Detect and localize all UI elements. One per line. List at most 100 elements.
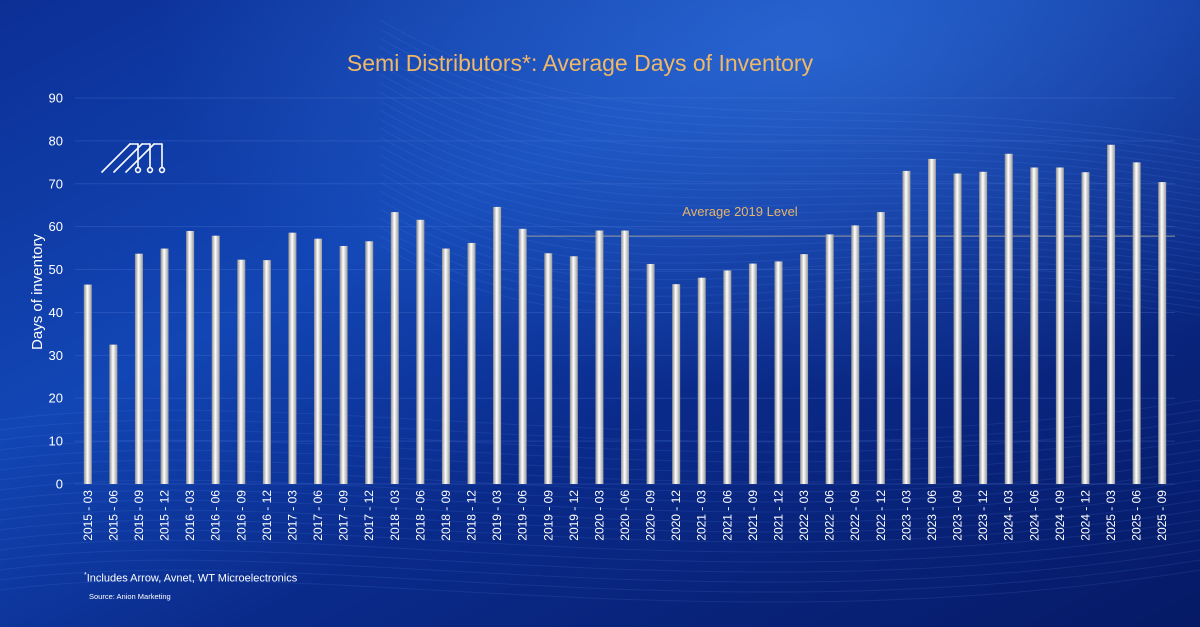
x-tick-label: 2024 - 12 xyxy=(1078,490,1092,541)
x-tick-label: 2022 - 03 xyxy=(797,490,811,541)
x-tick-label: 2025 - 06 xyxy=(1130,490,1144,541)
x-tick-label: 2023 - 06 xyxy=(925,490,939,541)
y-tick-label: 0 xyxy=(56,477,63,492)
bar xyxy=(1158,182,1167,484)
x-tick-label: 2017 - 09 xyxy=(337,490,351,541)
x-tick-label: 2024 - 06 xyxy=(1027,490,1041,541)
bar xyxy=(595,230,604,484)
bar xyxy=(876,212,885,484)
bar xyxy=(211,235,220,484)
x-tick-label: 2020 - 09 xyxy=(644,490,658,541)
y-tick-label: 50 xyxy=(49,262,63,277)
footnote-text: Includes Arrow, Avnet, WT Microelectroni… xyxy=(86,572,298,585)
x-tick-label: 2021 - 03 xyxy=(695,490,709,541)
x-tick-label: 2023 - 12 xyxy=(976,490,990,541)
x-tick-label: 2022 - 09 xyxy=(848,490,862,541)
bar xyxy=(774,261,783,484)
x-tick-label: 2015 - 03 xyxy=(81,490,95,541)
bar xyxy=(1107,144,1116,484)
bar xyxy=(262,260,271,484)
bar xyxy=(288,232,297,484)
x-tick-label: 2020 - 06 xyxy=(618,490,632,541)
source-note: Source: Anion Marketing xyxy=(89,592,171,601)
y-tick-label: 10 xyxy=(49,434,63,449)
x-tick-label: 2015 - 06 xyxy=(106,490,120,541)
x-tick-label: 2020 - 12 xyxy=(669,490,683,541)
y-tick-label: 60 xyxy=(49,219,63,234)
x-tick-label: 2018 - 12 xyxy=(465,490,479,541)
x-tick-label: 2023 - 09 xyxy=(951,490,965,541)
bar xyxy=(365,241,374,484)
x-tick-label: 2025 - 09 xyxy=(1155,490,1169,541)
bar xyxy=(748,263,757,484)
bar xyxy=(697,277,706,484)
x-tick-label: 2019 - 09 xyxy=(541,490,555,541)
bars xyxy=(83,144,1167,485)
bar xyxy=(621,230,629,484)
bar xyxy=(314,238,323,484)
y-tick-label: 20 xyxy=(49,391,63,406)
x-tick-label: 2020 - 03 xyxy=(592,490,606,541)
bar xyxy=(416,219,425,484)
x-tick-label: 2019 - 03 xyxy=(490,490,504,541)
bar xyxy=(544,253,553,484)
anion-marketing-logo-icon xyxy=(101,143,166,174)
bar xyxy=(1004,153,1013,484)
bar xyxy=(467,242,476,484)
bar xyxy=(723,270,732,484)
bar xyxy=(160,248,169,484)
x-tick-label: 2021 - 09 xyxy=(746,490,760,541)
bar xyxy=(569,256,578,484)
x-tick-label: 2022 - 12 xyxy=(874,490,888,541)
x-tick-label: 2017 - 06 xyxy=(311,490,325,541)
y-axis-label: Days of inventory xyxy=(29,234,46,350)
bar xyxy=(1055,167,1064,485)
x-tick-label: 2018 - 09 xyxy=(439,490,453,541)
x-tick-label: 2021 - 12 xyxy=(771,490,785,541)
x-tick-label: 2022 - 06 xyxy=(823,490,837,541)
reference-line-label: Average 2019 Level xyxy=(682,204,798,219)
x-axis-ticks: 2015 - 03 2015 - 06 2015 - 09 2015 - 12 2016… xyxy=(81,490,1169,541)
y-tick-label: 30 xyxy=(49,348,63,363)
x-tick-label: 2016 - 12 xyxy=(260,490,274,541)
bar xyxy=(902,170,911,484)
x-tick-label: 2015 - 09 xyxy=(132,490,146,541)
x-tick-label: 2019 - 12 xyxy=(567,490,581,541)
bar xyxy=(1132,162,1141,485)
bar xyxy=(927,158,936,484)
y-tick-label: 90 xyxy=(49,91,63,106)
bar xyxy=(851,225,860,484)
bar xyxy=(646,263,655,484)
bar xyxy=(441,248,450,484)
bar xyxy=(1081,172,1090,484)
y-tick-label: 40 xyxy=(49,305,63,320)
x-tick-label: 2016 - 09 xyxy=(234,490,248,541)
x-tick-label: 2018 - 03 xyxy=(388,490,402,541)
bar xyxy=(825,234,834,484)
bar xyxy=(186,230,195,484)
bar xyxy=(83,284,92,484)
x-tick-label: 2017 - 03 xyxy=(285,490,299,541)
bar xyxy=(134,253,143,484)
x-tick-label: 2019 - 06 xyxy=(516,490,530,541)
bar xyxy=(979,171,988,484)
x-tick-label: 2024 - 03 xyxy=(1002,490,1016,541)
y-tick-label: 70 xyxy=(49,176,63,191)
bar xyxy=(800,254,809,484)
bar xyxy=(339,245,348,484)
x-tick-label: 2015 - 12 xyxy=(158,490,172,541)
chart-title: Semi Distributors*: Average Days of Inve… xyxy=(347,50,814,76)
bar xyxy=(1030,167,1039,485)
reference-line-group: Average 2019 Level xyxy=(522,204,1175,237)
x-tick-label: 2023 - 03 xyxy=(899,490,913,541)
x-tick-label: 2018 - 06 xyxy=(413,490,427,541)
bar xyxy=(390,212,399,484)
bar xyxy=(237,259,246,484)
bar xyxy=(493,206,502,484)
x-tick-label: 2016 - 06 xyxy=(209,490,223,541)
bar xyxy=(672,284,681,484)
x-tick-label: 2021 - 06 xyxy=(720,490,734,541)
x-tick-label: 2024 - 09 xyxy=(1053,490,1067,541)
